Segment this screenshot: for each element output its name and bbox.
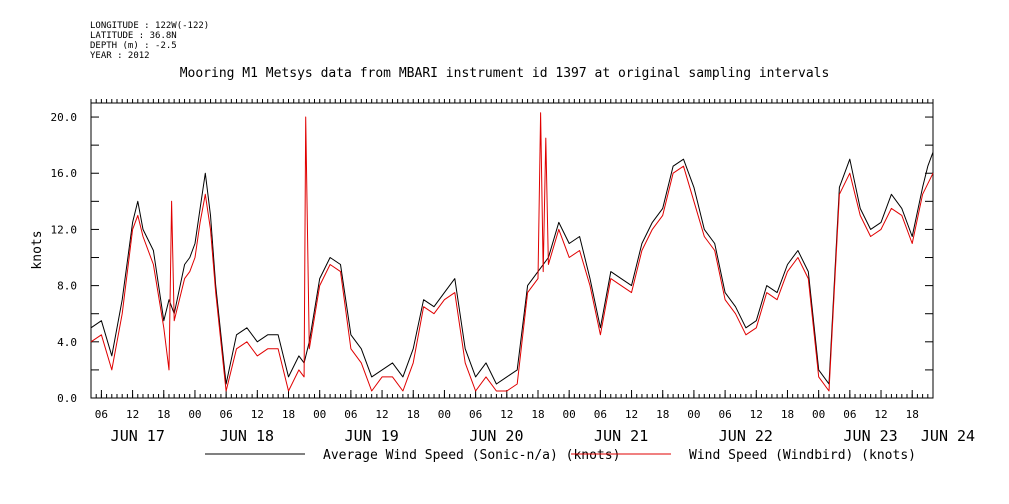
- longitude-line: LONGITUDE : 122W(-122): [90, 21, 210, 31]
- x-tick-label: 00: [563, 408, 576, 421]
- x-tick-label: 12: [750, 408, 763, 421]
- y-tick-label: 12.0: [51, 223, 78, 236]
- y-tick-label: 8.0: [57, 280, 77, 293]
- x-day-label: JUN 23: [844, 427, 898, 445]
- x-day-label: JUN 19: [345, 427, 399, 445]
- series-windbird-wind-speed: [90, 112, 934, 392]
- x-day-label: JUN 20: [469, 427, 523, 445]
- depth-line: DEPTH (m) : -2.5: [90, 41, 177, 51]
- x-tick-label: 06: [594, 408, 607, 421]
- x-tick-label: 00: [188, 408, 201, 421]
- x-tick-label: 06: [843, 408, 856, 421]
- x-tick-label: 12: [500, 408, 513, 421]
- x-tick-label: 12: [375, 408, 388, 421]
- x-tick-label: 18: [531, 408, 544, 421]
- x-tick-label: 00: [313, 408, 326, 421]
- y-tick-label: 16.0: [51, 167, 78, 180]
- series-average-wind-speed: [90, 152, 934, 385]
- x-tick-label: 00: [687, 408, 700, 421]
- x-tick-label: 06: [718, 408, 731, 421]
- x-day-label: JUN 24: [921, 427, 975, 445]
- legend-label-windbird: Wind Speed (Windbird) (knots): [689, 448, 916, 463]
- x-tick-label: 06: [220, 408, 233, 421]
- x-tick-label: 18: [906, 408, 919, 421]
- y-tick-label: 20.0: [51, 111, 78, 124]
- x-tick-label: 12: [625, 408, 638, 421]
- x-tick-label: 18: [282, 408, 295, 421]
- x-tick-label: 06: [95, 408, 108, 421]
- legend-label-average: Average Wind Speed (Sonic-n/a) (knots): [323, 448, 620, 463]
- x-day-label: JUN 22: [719, 427, 773, 445]
- x-tick-label: 18: [157, 408, 170, 421]
- x-tick-label: 18: [407, 408, 420, 421]
- y-tick-label: 4.0: [57, 336, 77, 349]
- mooring-metadata: LONGITUDE : 122W(-122) LATITUDE : 36.8N …: [90, 21, 209, 61]
- x-tick-label: 12: [251, 408, 264, 421]
- x-day-label: JUN 17: [111, 427, 165, 445]
- x-tick-label: 18: [656, 408, 669, 421]
- chart-title: Mooring M1 Metsys data from MBARI instru…: [179, 66, 830, 81]
- x-tick-label: 06: [469, 408, 482, 421]
- x-tick-label: 12: [874, 408, 887, 421]
- x-day-label: JUN 18: [220, 427, 274, 445]
- x-tick-label: 00: [438, 408, 451, 421]
- x-tick-label: 18: [781, 408, 794, 421]
- x-day-label: JUN 21: [594, 427, 648, 445]
- x-tick-label: 12: [126, 408, 139, 421]
- year-line: YEAR : 2012: [90, 51, 150, 61]
- plot-frame: [90, 102, 934, 399]
- latitude-line: LATITUDE : 36.8N: [90, 31, 177, 41]
- y-tick-label: 0.0: [57, 392, 77, 405]
- x-tick-label: 00: [812, 408, 825, 421]
- x-tick-label: 06: [344, 408, 357, 421]
- y-axis-label: knots: [30, 230, 45, 269]
